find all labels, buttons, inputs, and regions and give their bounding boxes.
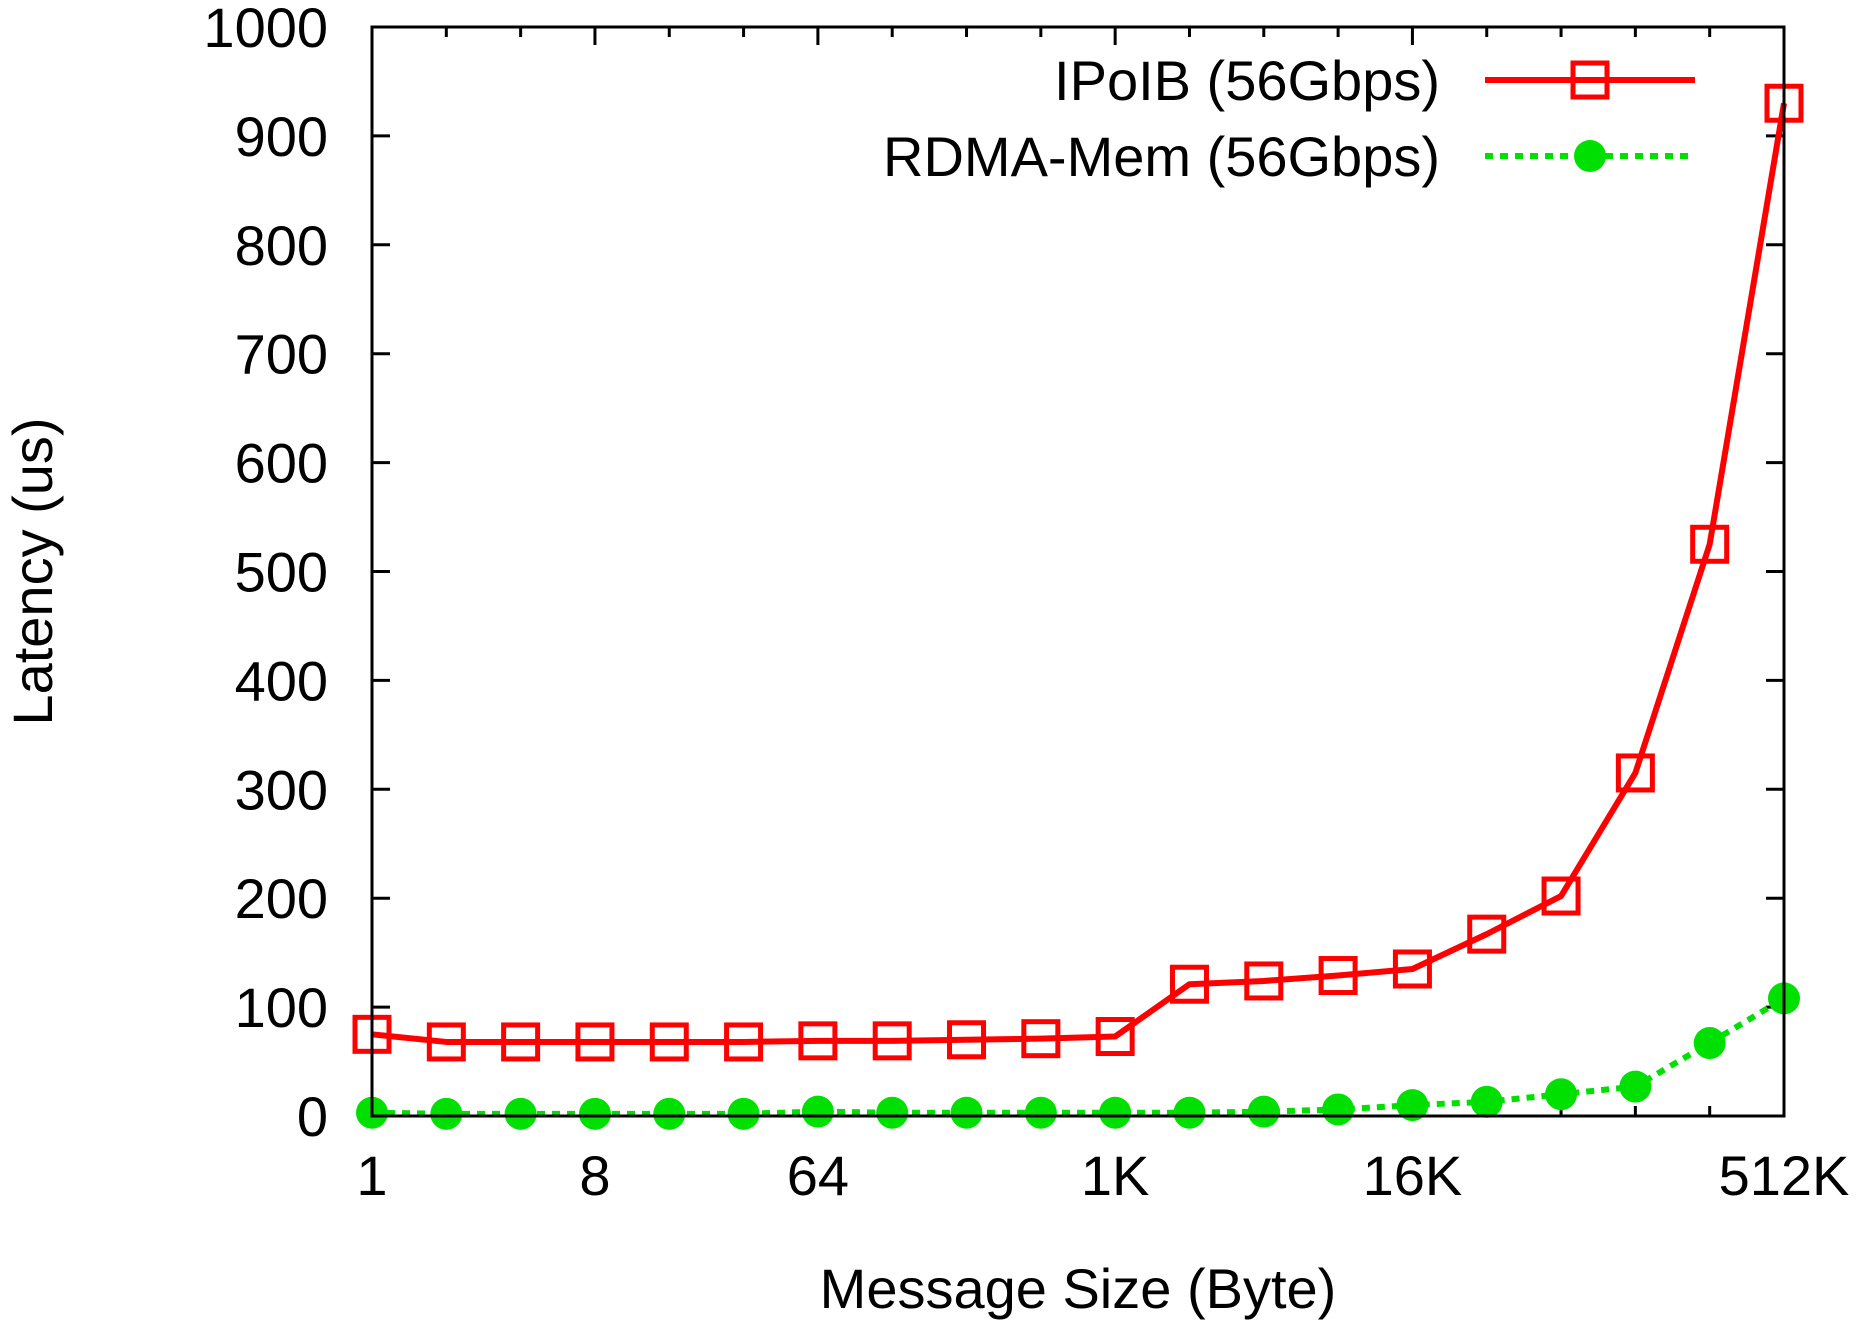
y-tick-label: 800 (235, 214, 328, 277)
data-point (1247, 1095, 1280, 1128)
legend-label: IPoIB (56Gbps) (1054, 49, 1440, 112)
y-tick-label: 200 (235, 867, 328, 930)
y-axis-label: Latency (us) (1, 417, 64, 725)
y-tick-label: 400 (235, 649, 328, 712)
data-point (1615, 753, 1655, 793)
y-tick-label: 500 (235, 541, 328, 604)
y-tick-label: 700 (235, 323, 328, 386)
data-point (578, 1097, 611, 1130)
series-line (371, 102, 1787, 1045)
data-point (947, 1020, 987, 1060)
data-point (727, 1097, 760, 1130)
x-tick-label: 16K (1363, 1144, 1463, 1207)
series-layer (352, 83, 1804, 1130)
series-1 (356, 982, 1800, 1130)
data-point (798, 1021, 838, 1061)
y-tick-label: 100 (235, 976, 328, 1039)
y-tick-label: 0 (297, 1085, 328, 1148)
data-point (1467, 914, 1507, 954)
data-point (1318, 956, 1358, 996)
x-tick-label: 1 (356, 1144, 387, 1207)
data-point (501, 1022, 541, 1062)
data-point (426, 1022, 466, 1062)
x-axis-label: Message Size (Byte) (820, 1257, 1337, 1320)
y-tick-label: 900 (235, 105, 328, 168)
data-point (649, 1022, 689, 1062)
data-point (1095, 1017, 1135, 1057)
data-point (1021, 1019, 1061, 1059)
data-point (950, 1096, 983, 1129)
y-tick-label: 300 (235, 758, 328, 821)
y-axis-ticks: 0 100 200 300 400 500 600 700 800 900 1000 (203, 0, 1784, 1148)
data-point (1693, 1027, 1726, 1060)
legend-marker (1574, 140, 1606, 172)
data-point (1545, 1078, 1578, 1111)
data-point (504, 1097, 537, 1130)
data-point (1541, 876, 1581, 916)
data-point (1396, 1089, 1429, 1122)
data-point (1173, 1096, 1206, 1129)
data-point (575, 1022, 615, 1062)
x-axis-ticks: 1 8 64 1K 16K 512K (356, 27, 1849, 1207)
legend-label: RDMA-Mem (56Gbps) (883, 125, 1440, 188)
data-point (1690, 524, 1730, 564)
data-point (1392, 949, 1432, 989)
y-tick-label: 1000 (203, 0, 328, 59)
legend-marker (1570, 60, 1610, 100)
y-tick-label: 600 (235, 432, 328, 495)
data-point (801, 1095, 834, 1128)
legend: IPoIB (56Gbps) RDMA-Mem (56Gbps) (883, 49, 1695, 188)
data-point (724, 1022, 764, 1062)
data-point (1099, 1096, 1132, 1129)
data-point (1024, 1096, 1057, 1129)
x-tick-label: 64 (787, 1144, 849, 1207)
data-point (876, 1096, 909, 1129)
data-point (430, 1097, 463, 1130)
data-point (1169, 964, 1209, 1004)
x-tick-label: 512K (1719, 1144, 1850, 1207)
data-point (1619, 1070, 1652, 1103)
series-0 (352, 83, 1804, 1062)
x-tick-label: 1K (1081, 1144, 1150, 1207)
data-point (1244, 961, 1284, 1001)
data-point (1470, 1085, 1503, 1118)
plot-frame (370, 25, 1786, 1118)
x-tick-label: 8 (579, 1144, 610, 1207)
data-point (1322, 1093, 1355, 1126)
data-point (653, 1097, 686, 1130)
data-point (872, 1021, 912, 1061)
